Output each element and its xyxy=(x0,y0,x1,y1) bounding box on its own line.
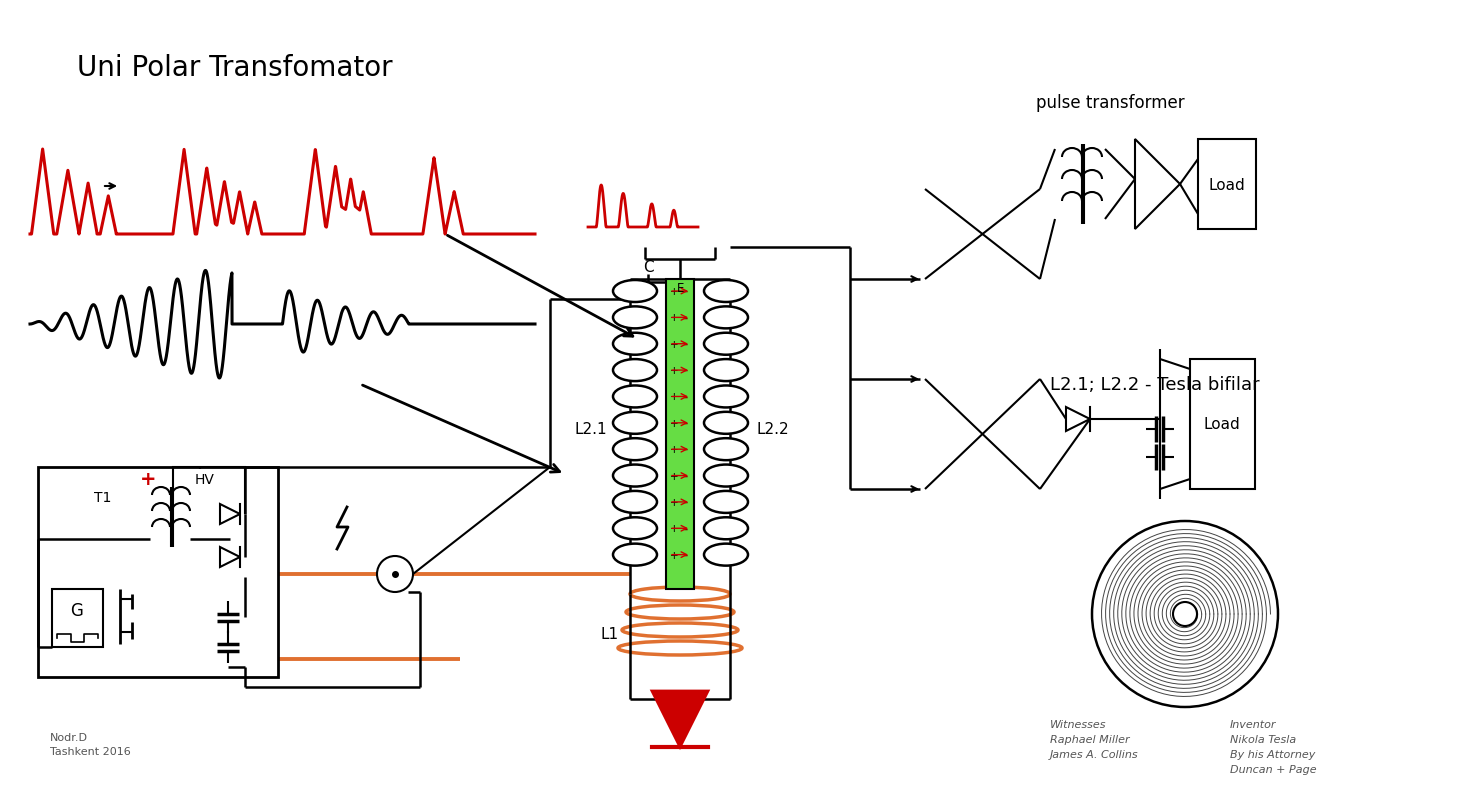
Bar xyxy=(1191,360,1256,489)
Polygon shape xyxy=(220,504,240,524)
Text: +: + xyxy=(670,550,679,560)
Text: -: - xyxy=(683,445,688,454)
Text: +: + xyxy=(670,524,679,534)
Ellipse shape xyxy=(704,412,748,434)
Ellipse shape xyxy=(612,386,657,408)
Circle shape xyxy=(1173,602,1197,626)
Text: E: E xyxy=(677,282,685,296)
Ellipse shape xyxy=(612,307,657,329)
Ellipse shape xyxy=(612,518,657,540)
Polygon shape xyxy=(652,691,708,747)
Text: Inventor: Inventor xyxy=(1231,719,1276,729)
Text: Load: Load xyxy=(1208,177,1245,192)
Text: Uni Polar Transfomator: Uni Polar Transfomator xyxy=(77,54,393,82)
Bar xyxy=(1198,140,1256,230)
Ellipse shape xyxy=(612,333,657,355)
Text: +: + xyxy=(670,340,679,349)
Ellipse shape xyxy=(612,281,657,303)
Ellipse shape xyxy=(704,333,748,355)
Ellipse shape xyxy=(704,544,748,566)
Text: -: - xyxy=(683,340,688,349)
Text: -: - xyxy=(683,287,688,296)
Text: C: C xyxy=(643,260,654,275)
Ellipse shape xyxy=(704,491,748,513)
Text: -: - xyxy=(683,471,688,481)
Text: Duncan + Page: Duncan + Page xyxy=(1231,764,1316,774)
Text: +: + xyxy=(670,313,679,323)
Text: T1: T1 xyxy=(95,491,112,504)
Text: +: + xyxy=(670,471,679,481)
Ellipse shape xyxy=(612,544,657,566)
Text: By his Attorney: By his Attorney xyxy=(1231,749,1315,759)
Text: L2.1; L2.2 - Tesla bifilar: L2.1; L2.2 - Tesla bifilar xyxy=(1050,376,1260,393)
Ellipse shape xyxy=(626,605,734,619)
Text: James A. Collins: James A. Collins xyxy=(1050,749,1139,759)
Text: Tashkent 2016: Tashkent 2016 xyxy=(50,746,130,756)
Ellipse shape xyxy=(612,465,657,487)
Text: Load: Load xyxy=(1204,417,1241,432)
Text: +: + xyxy=(670,287,679,296)
Text: +: + xyxy=(670,418,679,428)
Text: -: - xyxy=(683,497,688,507)
Ellipse shape xyxy=(623,623,738,638)
Polygon shape xyxy=(1134,140,1180,230)
Text: -: - xyxy=(683,524,688,534)
Text: G: G xyxy=(71,601,83,619)
Bar xyxy=(38,467,278,677)
Text: Witnesses: Witnesses xyxy=(1050,719,1106,729)
Ellipse shape xyxy=(618,642,742,655)
Text: -: - xyxy=(683,313,688,323)
Polygon shape xyxy=(1066,407,1090,431)
Ellipse shape xyxy=(704,438,748,461)
Ellipse shape xyxy=(704,281,748,303)
Ellipse shape xyxy=(630,587,731,601)
Bar xyxy=(666,279,694,589)
Text: -: - xyxy=(683,418,688,428)
Ellipse shape xyxy=(704,518,748,540)
Ellipse shape xyxy=(704,360,748,381)
Text: +: + xyxy=(670,365,679,376)
Ellipse shape xyxy=(704,386,748,408)
Text: L2.1: L2.1 xyxy=(575,422,608,437)
Text: -: - xyxy=(683,550,688,560)
Text: pulse transformer: pulse transformer xyxy=(1035,94,1185,112)
Polygon shape xyxy=(220,548,240,567)
Text: L1: L1 xyxy=(600,626,620,642)
Ellipse shape xyxy=(704,307,748,329)
Circle shape xyxy=(377,556,413,593)
Text: L2.2: L2.2 xyxy=(757,422,790,437)
Ellipse shape xyxy=(704,465,748,487)
Ellipse shape xyxy=(612,491,657,513)
Text: +: + xyxy=(670,392,679,402)
Text: Nodr.D: Nodr.D xyxy=(50,732,87,742)
Text: Nikola Tesla: Nikola Tesla xyxy=(1231,734,1296,744)
Bar xyxy=(52,589,104,647)
Text: +: + xyxy=(139,470,157,489)
Text: +: + xyxy=(670,497,679,507)
Text: HV: HV xyxy=(195,472,214,487)
Text: -: - xyxy=(683,392,688,402)
Text: -: - xyxy=(683,365,688,376)
Ellipse shape xyxy=(612,360,657,381)
Ellipse shape xyxy=(612,412,657,434)
Text: +: + xyxy=(670,445,679,454)
Ellipse shape xyxy=(612,438,657,461)
Text: Raphael Miller: Raphael Miller xyxy=(1050,734,1130,744)
